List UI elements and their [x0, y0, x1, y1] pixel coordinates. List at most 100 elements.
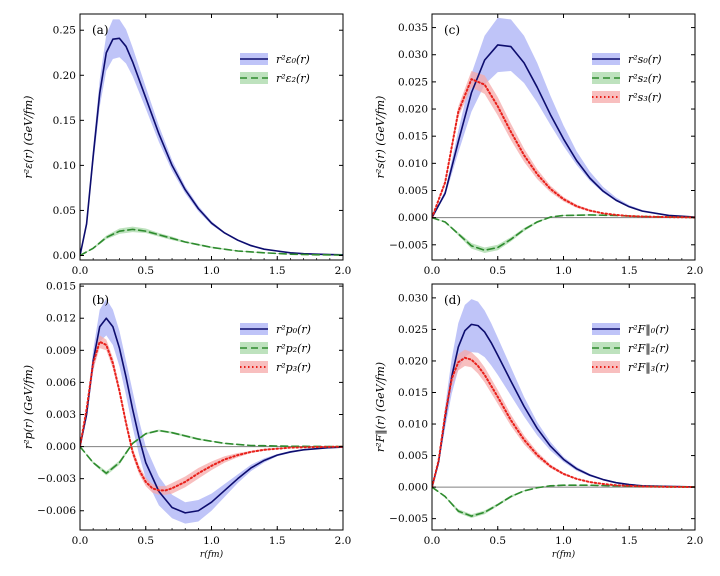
y-tick-label: −0.005 — [389, 513, 428, 525]
y-tick-label: 0.015 — [398, 387, 428, 399]
y-tick-label: 0.025 — [398, 324, 428, 336]
y-tick-label: 0.020 — [398, 355, 428, 367]
panel-label: (c) — [444, 23, 460, 37]
x-tick-label: 1.0 — [203, 535, 220, 547]
y-tick-label: 0.003 — [46, 409, 76, 421]
y-tick-label: 0.030 — [398, 49, 428, 61]
line-series-0 — [80, 37, 343, 257]
y-tick-label: 0.000 — [398, 482, 428, 494]
line-series-2 — [80, 340, 343, 492]
y-tick-label: 0.010 — [398, 419, 428, 431]
line-series-1 — [432, 214, 695, 252]
x-tick-label: 2.0 — [687, 535, 704, 547]
y-tick-label: 0.030 — [398, 292, 428, 304]
x-tick-label: 0.5 — [137, 535, 154, 547]
panel-d: 0.0 0.5 1.0 1.5 2.0 −0.005 0.000 0.005 0.010 0.01… — [374, 283, 704, 560]
band-series-2 — [80, 335, 343, 495]
x-axis-label: r(fm) — [552, 549, 576, 560]
x-tick-label: 1.0 — [203, 265, 220, 277]
legend: r²s₀(r) r²s₂(r) r²s₃(r) — [592, 53, 662, 104]
line-series-1 — [432, 484, 695, 517]
panel-label: (b) — [92, 293, 109, 307]
y-tick-label: 0.025 — [398, 76, 428, 88]
panel-b: 0.0 0.5 1.0 1.5 2.0 −0.006 −0.003 0.000 0.003 0.0… — [22, 281, 351, 560]
x-tick-label: 2.0 — [335, 265, 352, 277]
panel-c: 0.0 0.5 1.0 1.5 2.0 −0.005 0.000 0.005 0.010 0.01… — [374, 13, 704, 277]
legend-label: r²F‖₂(r) — [628, 342, 669, 356]
y-tick-label: 0.009 — [46, 345, 76, 357]
x-tick-label: 0.0 — [72, 535, 89, 547]
line-series-2 — [432, 356, 695, 489]
legend-label: r²s₃(r) — [628, 91, 662, 104]
y-tick-label: 0.000 — [398, 212, 428, 224]
x-tick-label: 1.0 — [555, 535, 572, 547]
y-tick-label: 0.000 — [46, 441, 76, 453]
legend-swatch-band — [592, 361, 620, 373]
y-tick-label: −0.006 — [37, 505, 76, 517]
y-tick-label: 0.020 — [398, 104, 428, 116]
y-tick-label: −0.005 — [389, 239, 428, 251]
y-tick-label: 0.012 — [46, 313, 76, 325]
legend-label: r²s₂(r) — [628, 72, 662, 85]
legend-label: r²ε₀(r) — [276, 53, 310, 66]
x-tick-label: 0.5 — [489, 265, 506, 277]
band-series-0 — [432, 299, 695, 488]
y-axis-label: r²p(r) (GeV/fm) — [22, 365, 35, 449]
legend-label: r²F‖₃(r) — [628, 361, 669, 375]
x-tick-label: 1.0 — [555, 265, 572, 277]
line-series-1 — [80, 228, 343, 257]
y-tick-label: 0.00 — [53, 250, 76, 262]
y-tick-label: 0.15 — [53, 115, 76, 127]
x-tick-label: 0.0 — [424, 265, 441, 277]
legend-label: r²p₂(r) — [276, 342, 311, 355]
y-tick-label: 0.015 — [46, 281, 76, 293]
legend-label: r²F‖₀(r) — [628, 323, 669, 337]
y-tick-label: 0.005 — [398, 450, 428, 462]
x-tick-label: 2.0 — [687, 265, 704, 277]
legend-label: r²ε₂(r) — [276, 72, 310, 85]
panel-label: (a) — [92, 23, 109, 37]
x-tick-label: 1.5 — [269, 535, 286, 547]
band-series-1 — [432, 484, 695, 519]
legend-swatch-band — [592, 91, 620, 103]
legend: r²F‖₀(r) r²F‖₂(r) r²F‖₃(r) — [592, 323, 669, 375]
x-tick-label: 1.5 — [621, 265, 638, 277]
x-tick-label: 0.0 — [72, 265, 89, 277]
legend: r²p₀(r) r²p₂(r) r²p₃(r) — [240, 323, 311, 374]
y-tick-label: −0.003 — [37, 473, 76, 485]
line-series-0 — [432, 323, 695, 488]
y-tick-label: 0.035 — [398, 22, 428, 34]
y-tick-label: 0.006 — [46, 377, 76, 389]
plot-area — [80, 298, 343, 524]
y-tick-label: 0.25 — [53, 25, 76, 37]
y-axis-label: r²F‖(r) (GeV/fm) — [374, 362, 388, 452]
y-tick-label: 0.015 — [398, 131, 428, 143]
legend-label: r²p₀(r) — [276, 323, 311, 336]
x-tick-label: 0.5 — [137, 265, 154, 277]
y-tick-label: 0.20 — [53, 70, 76, 82]
x-tick-label: 0.5 — [489, 535, 506, 547]
x-tick-label: 1.5 — [269, 265, 286, 277]
axes-frame — [79, 283, 344, 531]
y-tick-label: 0.010 — [398, 158, 428, 170]
y-tick-label: 0.10 — [53, 160, 76, 172]
y-axis-label: r²s(r) (GeV/fm) — [374, 96, 387, 179]
legend-label: r²p₃(r) — [276, 361, 311, 374]
band-series-0 — [432, 17, 695, 218]
legend: r²ε₀(r) r²ε₂(r) — [240, 53, 310, 85]
x-tick-label: 1.5 — [621, 535, 638, 547]
band-series-0 — [80, 298, 343, 524]
x-axis-label: r(fm) — [200, 549, 224, 560]
plot-area — [432, 17, 695, 253]
band-series-0 — [80, 19, 343, 256]
line-series-1 — [80, 429, 343, 475]
band-series-1 — [432, 214, 695, 253]
x-tick-label: 0.0 — [424, 535, 441, 547]
x-tick-label: 2.0 — [335, 535, 352, 547]
y-tick-label: 0.05 — [53, 205, 76, 217]
band-series-2 — [432, 349, 695, 488]
line-series-0 — [432, 44, 695, 219]
panel-a: 0.0 0.5 1.0 1.5 2.0 0.00 0.05 0.10 0.15 0.20 0.25 r… — [22, 13, 352, 277]
plot-area — [80, 19, 343, 257]
